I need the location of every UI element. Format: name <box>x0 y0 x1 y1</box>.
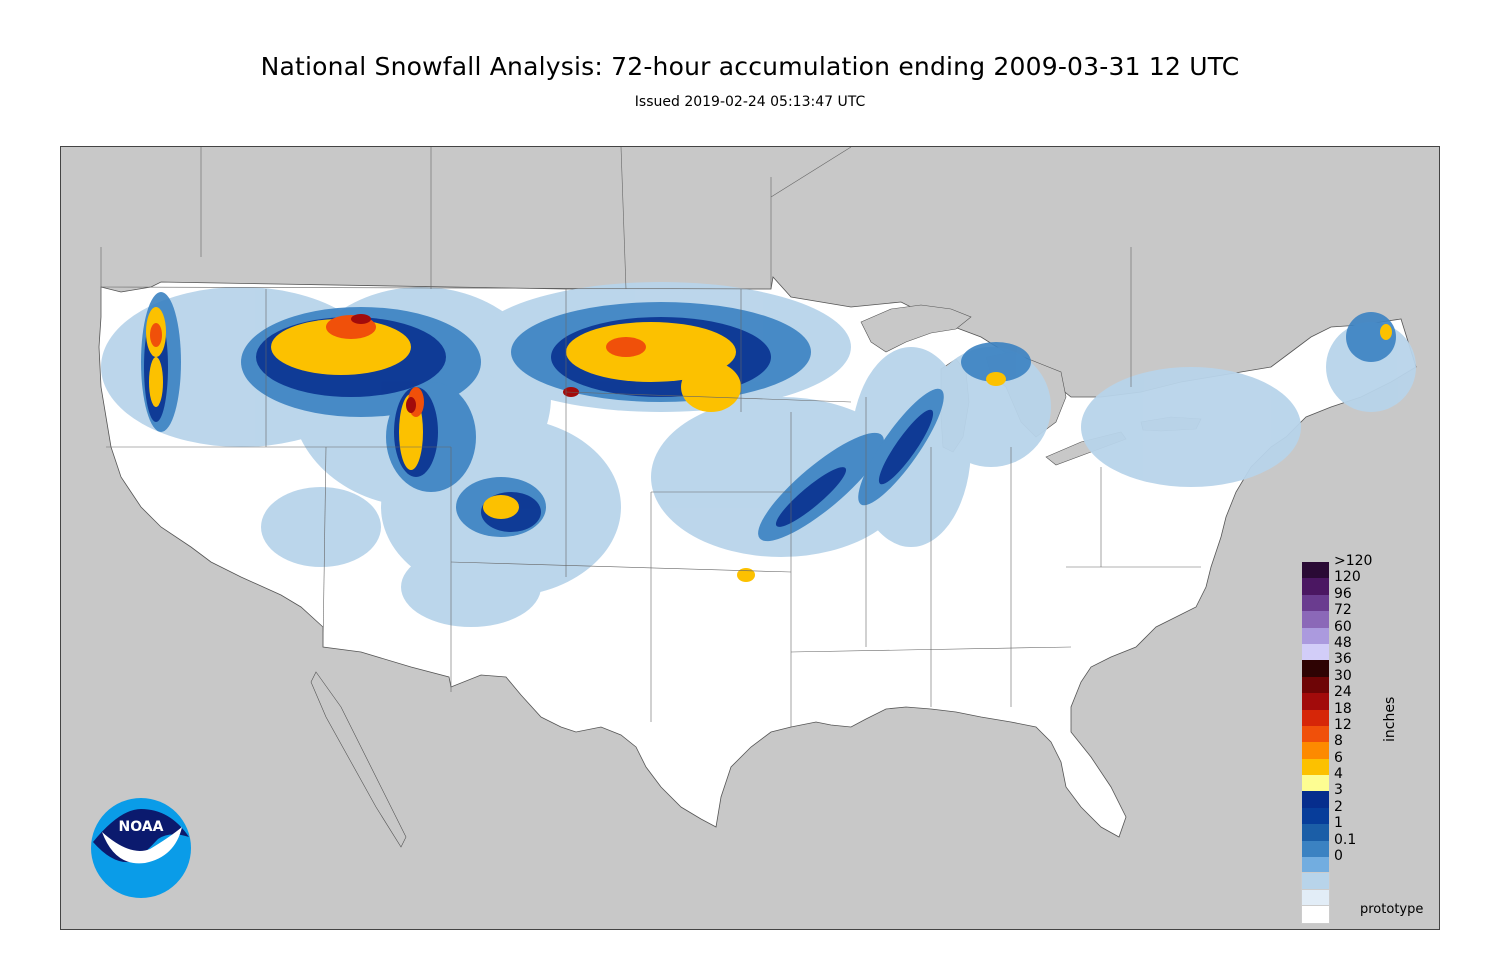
legend-row: 4 <box>1302 766 1422 792</box>
state-borders <box>100 147 1201 727</box>
baja-peninsula <box>310 671 407 848</box>
legend-label: 30 <box>1334 667 1352 684</box>
legend-row: 30 <box>1302 668 1422 694</box>
legend-row: 120 <box>1302 569 1422 595</box>
legend-swatch <box>1301 888 1330 908</box>
noaa-logo: NOAA <box>91 798 191 898</box>
legend-label: 12 <box>1334 716 1352 733</box>
legend-label: 4 <box>1334 766 1343 783</box>
legend-label: 6 <box>1334 749 1343 766</box>
legend-swatch <box>1302 725 1329 743</box>
legend-label: 48 <box>1334 634 1352 651</box>
issued-timestamp: Issued 2019-02-24 05:13:47 UTC <box>634 94 866 110</box>
legend-row: >120 <box>1302 553 1422 579</box>
legend-row: 48 <box>1302 635 1422 661</box>
legend-row: 72 <box>1302 602 1422 628</box>
legend-swatch <box>1302 742 1329 759</box>
legend-label: 120 <box>1334 569 1361 586</box>
legend-swatch <box>1302 693 1329 710</box>
lake-superior <box>860 304 972 353</box>
legend-swatch <box>1302 758 1329 776</box>
legend-swatch <box>1301 905 1330 924</box>
legend-label: 36 <box>1334 651 1352 668</box>
legend-row: 0 <box>1302 848 1422 874</box>
legend-row: 1 <box>1302 815 1422 841</box>
legend-swatch <box>1302 824 1329 841</box>
legend-row: 18 <box>1302 701 1422 726</box>
legend-label: 8 <box>1334 733 1343 750</box>
legend-row <box>1301 905 1422 924</box>
snowfall-map <box>60 146 1440 930</box>
legend-swatch <box>1302 578 1329 595</box>
legend-label: >120 <box>1334 553 1373 569</box>
legend-swatch <box>1302 857 1329 874</box>
legend-swatch <box>1302 611 1329 628</box>
color-legend: >120 120 96 72 60 48 36 30 24 18 12 8 6 4 3 2 1 0.1 0 <box>1301 553 1422 924</box>
legend-swatch <box>1302 840 1329 858</box>
legend-row: 3 <box>1302 782 1422 808</box>
legend-label: 96 <box>1334 585 1352 602</box>
snow-6to12-coverage <box>146 307 1392 582</box>
legend-row <box>1301 888 1422 908</box>
snow-12to24-coverage <box>150 315 646 417</box>
legend-label: 3 <box>1334 782 1343 799</box>
legend-label: 60 <box>1334 618 1352 635</box>
legend-row: 2 <box>1302 799 1422 825</box>
legend-swatch <box>1302 627 1329 644</box>
legend-label: 0 <box>1334 848 1343 865</box>
legend-row: 0.1 <box>1302 832 1422 858</box>
legend-label: 1 <box>1334 815 1343 832</box>
legend-swatch <box>1301 872 1330 891</box>
legend-swatch <box>1302 594 1329 612</box>
snow-24plus-coverage <box>351 314 579 413</box>
legend-row: 60 <box>1302 619 1422 644</box>
legend-label: 2 <box>1334 798 1343 815</box>
legend-label: 24 <box>1334 684 1352 701</box>
legend-row: 96 <box>1302 586 1422 612</box>
page-title: National Snowfall Analysis: 72-hour accu… <box>260 52 1240 81</box>
legend-label: 0.1 <box>1334 831 1357 848</box>
prototype-note: prototype <box>1360 902 1424 917</box>
noaa-logo-text: NOAA <box>119 819 164 835</box>
legend-swatch <box>1302 676 1329 694</box>
legend-row: 8 <box>1302 733 1422 759</box>
legend-swatch <box>1302 807 1329 825</box>
legend-row: 12 <box>1302 717 1422 743</box>
legend-swatch <box>1302 562 1329 579</box>
legend-row: 36 <box>1302 651 1422 677</box>
legend-swatch <box>1302 791 1329 808</box>
legend-swatch <box>1302 660 1329 677</box>
legend-row <box>1301 872 1422 891</box>
legend-unit-label: inches <box>1382 696 1398 742</box>
legend-row: 24 <box>1302 684 1422 710</box>
legend-row: 6 <box>1302 750 1422 776</box>
legend-label: 18 <box>1334 700 1352 717</box>
legend-swatch <box>1302 643 1329 661</box>
map-canvas <box>98 147 1417 848</box>
legend-swatch <box>1302 775 1329 792</box>
legend-swatch <box>1302 709 1329 726</box>
legend-label: 72 <box>1334 602 1352 619</box>
